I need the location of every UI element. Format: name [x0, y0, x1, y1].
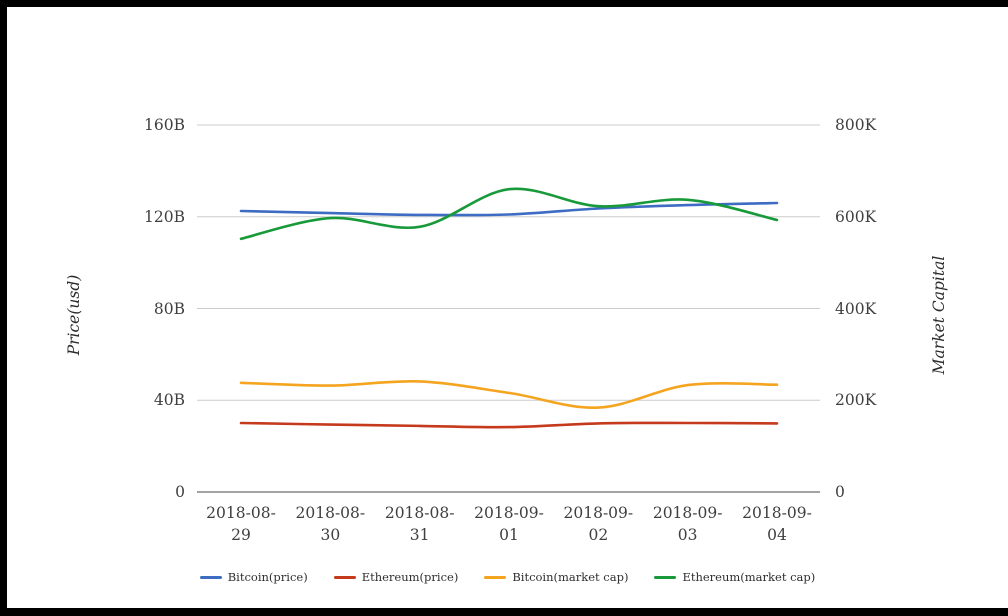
- series-line-bitcoin-market-cap-: [239, 379, 779, 409]
- x-tick-label: 2018-09- 01: [449, 503, 569, 546]
- legend-label: Ethereum(price): [361, 570, 459, 584]
- right-tick-label: 400K: [835, 299, 877, 318]
- x-tick-label: 2018-09- 04: [717, 503, 837, 546]
- series-line-ethereum-market-cap-: [239, 187, 779, 241]
- left-tick-label: 160B: [144, 116, 185, 134]
- right-tick-label: 600K: [835, 207, 877, 226]
- right-axis-title: Market Capital: [930, 255, 948, 375]
- x-tick-label-line2: 31: [409, 525, 430, 544]
- right-tick-label: 0: [835, 483, 845, 501]
- x-tick-label-line1: 2018-08-: [295, 504, 366, 522]
- legend-swatch-icon: [484, 575, 507, 579]
- x-tick-label-line1: 2018-09-: [563, 504, 634, 522]
- x-tick-label-line2: 02: [588, 525, 609, 544]
- left-tick-label: 40B: [153, 391, 185, 410]
- right-tick-label: 800K: [835, 116, 877, 134]
- x-tick-label: 2018-08- 30: [270, 503, 390, 546]
- legend-label: Bitcoin(market cap): [512, 570, 629, 584]
- x-tick-label: 2018-08- 29: [181, 503, 301, 546]
- left-tick-label: 120B: [144, 207, 185, 226]
- x-tick-label-line1: 2018-08-: [384, 504, 455, 522]
- x-tick-label-line2: 03: [677, 525, 698, 544]
- series-line-bitcoin-price-: [239, 201, 779, 217]
- legend-swatch-icon: [199, 575, 222, 579]
- x-tick-label: 2018-08- 31: [360, 503, 480, 546]
- legend-swatch-icon: [333, 575, 356, 579]
- x-tick-label-line1: 2018-09-: [742, 504, 812, 522]
- x-tick-label-line2: 30: [320, 525, 341, 544]
- legend-swatch-icon: [654, 575, 677, 579]
- legend-label: Ethereum(market cap): [682, 570, 816, 584]
- legend-item-bitcoin-price-[interactable]: Bitcoin(price): [199, 570, 308, 584]
- x-tick-label-line1: 2018-09-: [652, 504, 723, 522]
- x-tick-label-line1: 2018-08-: [206, 504, 276, 522]
- legend-label: Bitcoin(price): [227, 570, 308, 584]
- x-tick-label: 2018-09- 03: [628, 503, 748, 546]
- right-tick-label: 200K: [835, 391, 877, 410]
- left-tick-label: 0: [175, 483, 185, 501]
- x-tick-label-line2: 04: [767, 525, 787, 544]
- x-tick-label-line1: 2018-09-: [474, 504, 544, 522]
- left-tick-label: 80B: [153, 299, 185, 318]
- x-tick-label-line2: 29: [231, 525, 251, 544]
- x-tick-label: 2018-09- 02: [538, 503, 658, 546]
- legend-item-ethereum-price-[interactable]: Ethereum(price): [333, 570, 459, 584]
- legend-item-ethereum-market-cap-[interactable]: Ethereum(market cap): [654, 570, 815, 584]
- series-line-ethereum-price-: [239, 421, 779, 429]
- legend-item-bitcoin-market-cap-[interactable]: Bitcoin(market cap): [484, 570, 628, 584]
- x-tick-label-line2: 01: [499, 525, 519, 544]
- legend: Bitcoin(price) Ethereum(price) Bitcoin(mar…: [7, 565, 1008, 589]
- chart-canvas: [197, 124, 820, 493]
